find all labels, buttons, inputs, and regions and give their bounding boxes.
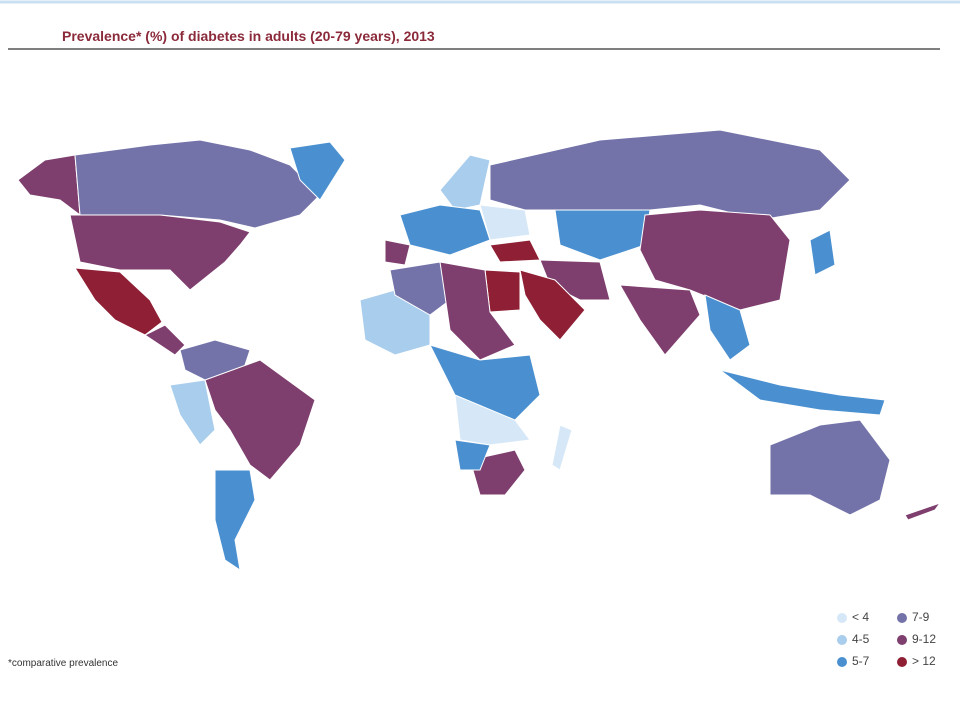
new-zealand: [904, 502, 942, 521]
legend-swatch: [837, 657, 847, 667]
world-map: [17, 129, 942, 572]
india: [619, 284, 701, 356]
legend-label: 4-5: [852, 632, 870, 646]
southeast-asia: [704, 294, 751, 361]
usa: [69, 214, 251, 291]
legend-label: 9-12: [912, 632, 936, 646]
footnote: *comparative prevalence: [8, 658, 118, 669]
legend-label: 5-7: [852, 654, 870, 668]
brazil: [204, 359, 316, 481]
legend-swatch: [897, 657, 907, 667]
turkey: [489, 239, 541, 263]
indonesia: [719, 369, 886, 416]
japan: [809, 229, 836, 276]
legend-label: > 12: [912, 654, 936, 668]
mexico: [74, 267, 163, 336]
title: Prevalence* (%) of diabetes in adults (2…: [62, 28, 435, 44]
legend-label: < 4: [852, 610, 869, 624]
madagascar: [551, 424, 573, 471]
europe-west: [399, 204, 491, 256]
central-america: [144, 324, 186, 356]
central-asia: [554, 209, 651, 261]
iberia: [384, 239, 411, 266]
china: [639, 209, 791, 311]
saudi-arabia: [519, 269, 586, 341]
legend-swatch: [837, 613, 847, 623]
greenland: [289, 141, 346, 201]
alaska: [17, 154, 81, 217]
ukraine: [479, 204, 531, 241]
legend-swatch: [837, 635, 847, 645]
australia: [769, 419, 891, 516]
peru: [169, 379, 216, 446]
legend: < 4 4-5 5-7 7-9 9-12 > 12: [837, 610, 936, 668]
legend-swatch: [897, 635, 907, 645]
algeria: [389, 261, 451, 316]
angola-zambia: [454, 394, 531, 446]
namibia: [454, 439, 491, 471]
russia: [489, 129, 851, 221]
egypt: [484, 269, 521, 313]
legend-swatch: [897, 613, 907, 623]
argentina: [214, 469, 256, 572]
scandinavia: [439, 154, 491, 211]
legend-label: 7-9: [912, 610, 930, 624]
north-africa: [439, 261, 516, 361]
